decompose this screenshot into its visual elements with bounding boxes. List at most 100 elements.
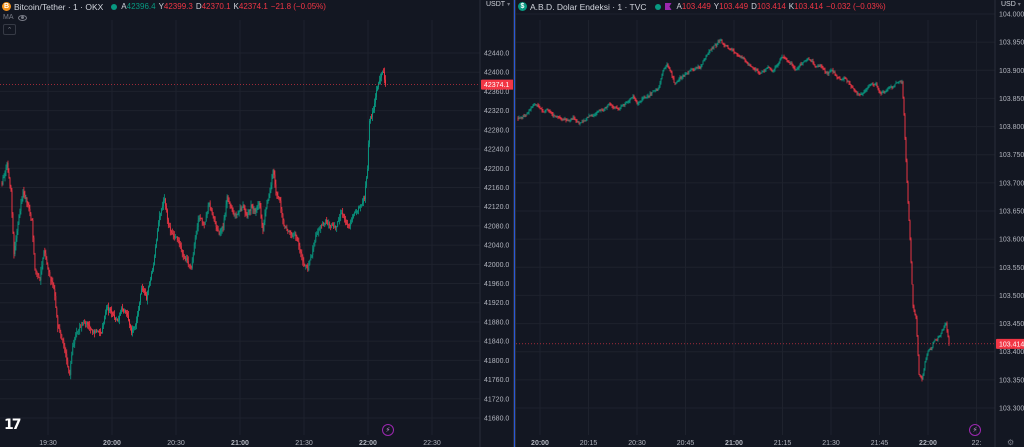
price-tick-label: 103.550	[999, 265, 1024, 272]
candle	[18, 214, 20, 226]
candle	[754, 67, 756, 72]
right-unit-label: USD	[1001, 1, 1016, 8]
indicator-row[interactable]: MA	[3, 14, 27, 21]
candle	[22, 189, 24, 202]
candle	[193, 242, 195, 256]
candle-body	[279, 197, 281, 201]
candle-body	[677, 81, 679, 82]
right-symbol-title[interactable]: A.B.D. Dolar Endeksi · 1 · TVC	[530, 1, 647, 12]
left-chart-pane[interactable]: 42440.0 42400.0 42360.0 42320.0 42280.0 42240…	[0, 0, 513, 447]
candle	[744, 57, 746, 63]
candle-body	[901, 81, 903, 83]
candle	[11, 187, 13, 218]
candle	[746, 61, 748, 64]
left-symbol-title[interactable]: Bitcoin/Tether · 1 · OKX	[14, 1, 104, 12]
candle	[678, 77, 680, 83]
candle	[809, 59, 811, 61]
right-currency-unit[interactable]: USD ▾	[1001, 1, 1021, 8]
candle-body	[97, 330, 99, 332]
candle	[567, 118, 569, 122]
candle-body	[541, 109, 543, 111]
candle-body	[21, 198, 23, 204]
candle	[919, 374, 921, 377]
candle	[526, 112, 528, 116]
candle	[647, 93, 649, 99]
candle	[548, 109, 550, 113]
candle-body	[787, 60, 789, 62]
candle	[666, 62, 668, 68]
candle	[16, 228, 18, 242]
candlestick-series[interactable]	[1, 67, 386, 380]
candle	[883, 90, 885, 94]
eye-icon[interactable]	[17, 14, 27, 21]
candle-body	[859, 93, 861, 95]
left-legend: B Bitcoin/Tether · 1 · OKX A42396.4 Y423…	[0, 0, 329, 13]
candle	[521, 116, 523, 120]
candle-body	[894, 83, 896, 87]
candle	[306, 264, 308, 269]
candle	[215, 221, 217, 232]
candle	[519, 117, 521, 119]
candle-body	[114, 314, 115, 318]
candle-body	[680, 77, 682, 79]
candle-body	[780, 57, 782, 60]
candle	[238, 210, 240, 217]
candle-body	[275, 184, 277, 193]
candle-body	[723, 43, 725, 46]
pane-divider[interactable]	[513, 0, 516, 447]
candle	[82, 321, 84, 326]
candle-body	[860, 94, 862, 95]
price-tick-label: 41760.0	[484, 377, 509, 384]
candle-body	[748, 64, 750, 66]
candle	[833, 70, 835, 73]
time-tick-label: 20:30	[628, 440, 646, 447]
candle-body	[779, 59, 781, 62]
candle	[735, 52, 737, 54]
candle-body	[116, 319, 117, 320]
candle-body	[575, 120, 577, 122]
lightning-icon[interactable]: ⚡	[382, 424, 394, 436]
candle-body	[252, 207, 254, 210]
candle	[575, 118, 577, 123]
candle-body	[807, 58, 809, 60]
chevron-up-icon[interactable]: ⌃	[3, 24, 16, 35]
candle-body	[229, 202, 231, 205]
candle	[807, 57, 809, 61]
candle-body	[302, 255, 304, 262]
candle	[592, 113, 594, 117]
candle-body	[25, 197, 27, 199]
candle	[693, 68, 695, 72]
candle	[778, 61, 780, 66]
left-chart-canvas[interactable]: 42440.042400.042360.042320.042280.042240…	[0, 0, 513, 447]
candle	[593, 113, 595, 118]
candle-body	[239, 208, 241, 212]
flag-icon[interactable]	[664, 3, 672, 10]
right-chart-canvas[interactable]: 104.000103.950103.900103.850103.800103.7…	[516, 0, 1024, 447]
candle	[379, 75, 380, 85]
candle-body	[120, 312, 121, 316]
gear-icon[interactable]: ⚙	[1007, 438, 1015, 447]
open-label: A	[676, 2, 682, 11]
indicator-label[interactable]: MA	[3, 14, 14, 21]
candle-body	[647, 95, 649, 97]
candle	[72, 342, 74, 356]
candle	[139, 301, 140, 311]
candle-body	[922, 374, 924, 380]
candle	[370, 116, 371, 124]
candle	[872, 82, 874, 87]
tradingview-logo[interactable]: 17	[4, 417, 22, 433]
price-tick-label: 42240.0	[484, 147, 509, 154]
right-chart-pane[interactable]: 104.000 103.950 103.900 103.850 103.800 103.7…	[516, 0, 1024, 447]
candle	[26, 197, 28, 208]
lightning-icon[interactable]: ⚡	[969, 424, 981, 436]
candle	[110, 306, 112, 314]
candle	[763, 69, 765, 73]
candle	[288, 230, 290, 233]
candle	[873, 83, 875, 87]
left-currency-unit[interactable]: USDT ▾	[486, 1, 510, 8]
candle-body	[893, 86, 895, 88]
candlestick-series[interactable]	[517, 38, 950, 382]
candle	[6, 161, 8, 171]
candle-body	[95, 330, 97, 333]
candle-body	[790, 63, 792, 64]
